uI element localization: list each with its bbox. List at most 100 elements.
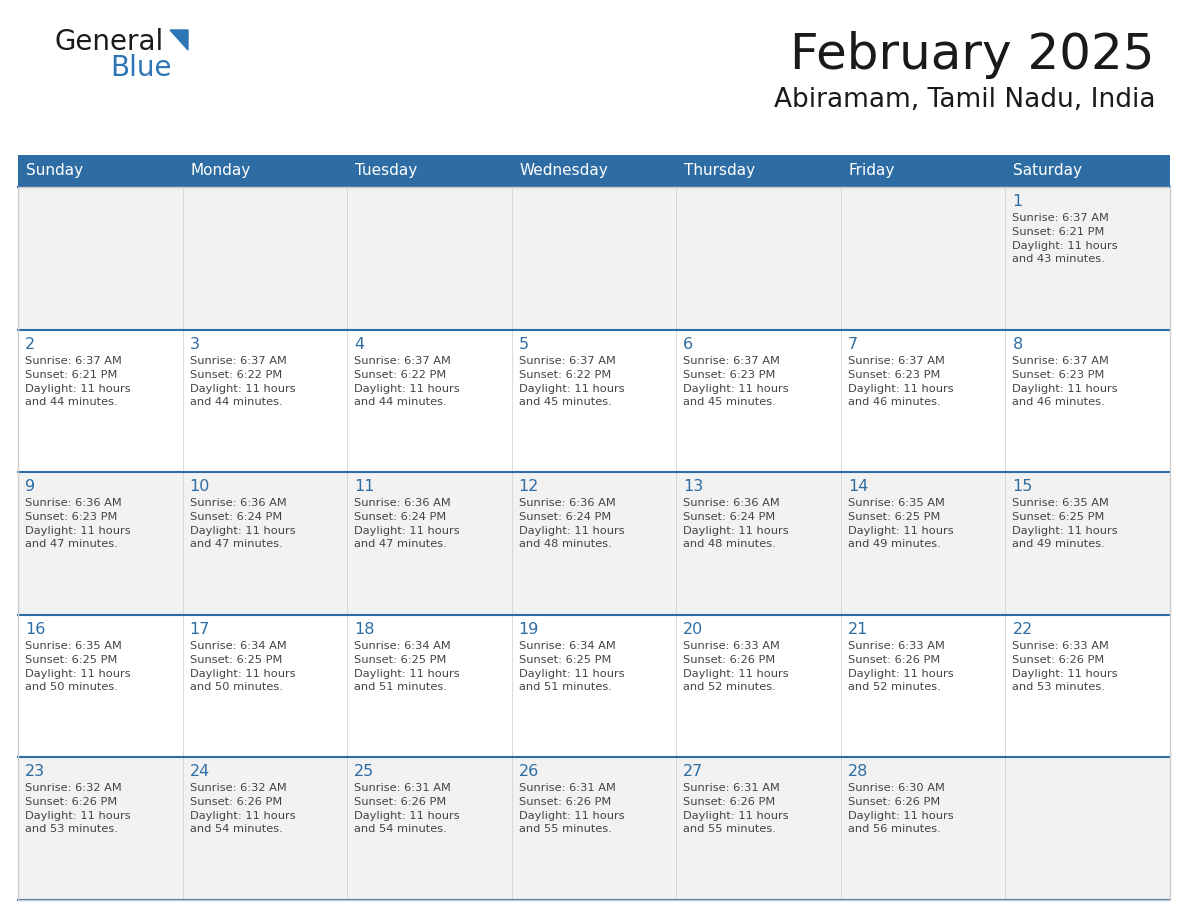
Text: Sunrise: 6:34 AM: Sunrise: 6:34 AM xyxy=(519,641,615,651)
Text: Sunset: 6:22 PM: Sunset: 6:22 PM xyxy=(519,370,611,380)
Text: 26: 26 xyxy=(519,765,539,779)
Text: Daylight: 11 hours: Daylight: 11 hours xyxy=(519,384,625,394)
Text: Sunset: 6:26 PM: Sunset: 6:26 PM xyxy=(190,798,282,808)
Text: and 53 minutes.: and 53 minutes. xyxy=(1012,682,1105,692)
Text: and 50 minutes.: and 50 minutes. xyxy=(190,682,283,692)
Text: Daylight: 11 hours: Daylight: 11 hours xyxy=(683,669,789,678)
Text: 18: 18 xyxy=(354,621,374,637)
Bar xyxy=(512,330,676,472)
Text: Daylight: 11 hours: Daylight: 11 hours xyxy=(683,526,789,536)
Text: 1: 1 xyxy=(1012,194,1023,209)
Text: and 51 minutes.: and 51 minutes. xyxy=(354,682,447,692)
Text: Monday: Monday xyxy=(190,163,251,178)
Bar xyxy=(1005,330,1170,472)
Text: Sunset: 6:25 PM: Sunset: 6:25 PM xyxy=(519,655,611,665)
Bar xyxy=(18,187,1170,900)
Text: and 54 minutes.: and 54 minutes. xyxy=(190,824,283,834)
Text: Blue: Blue xyxy=(110,54,171,82)
Text: February 2025: February 2025 xyxy=(790,31,1155,79)
Bar xyxy=(347,757,512,900)
Text: and 47 minutes.: and 47 minutes. xyxy=(25,539,118,549)
Bar xyxy=(183,757,347,900)
Bar xyxy=(676,757,841,900)
Bar xyxy=(183,155,347,187)
Text: Daylight: 11 hours: Daylight: 11 hours xyxy=(848,812,954,822)
Text: and 56 minutes.: and 56 minutes. xyxy=(848,824,941,834)
Bar xyxy=(1005,757,1170,900)
Text: 24: 24 xyxy=(190,765,210,779)
Bar xyxy=(512,615,676,757)
Text: Sunrise: 6:37 AM: Sunrise: 6:37 AM xyxy=(190,355,286,365)
Text: Daylight: 11 hours: Daylight: 11 hours xyxy=(519,669,625,678)
Text: 2: 2 xyxy=(25,337,36,352)
Text: Sunrise: 6:34 AM: Sunrise: 6:34 AM xyxy=(354,641,451,651)
Bar xyxy=(347,330,512,472)
Text: Sunset: 6:26 PM: Sunset: 6:26 PM xyxy=(1012,655,1105,665)
Text: Sunrise: 6:36 AM: Sunrise: 6:36 AM xyxy=(190,498,286,509)
Bar xyxy=(18,187,183,330)
Text: General: General xyxy=(55,28,164,56)
Text: and 43 minutes.: and 43 minutes. xyxy=(1012,254,1105,264)
Text: and 46 minutes.: and 46 minutes. xyxy=(1012,397,1105,407)
Text: and 49 minutes.: and 49 minutes. xyxy=(848,539,941,549)
Text: 14: 14 xyxy=(848,479,868,494)
Text: Sunset: 6:26 PM: Sunset: 6:26 PM xyxy=(519,798,611,808)
Text: Daylight: 11 hours: Daylight: 11 hours xyxy=(848,384,954,394)
Text: 25: 25 xyxy=(354,765,374,779)
Text: Sunrise: 6:31 AM: Sunrise: 6:31 AM xyxy=(354,783,451,793)
Text: Sunset: 6:25 PM: Sunset: 6:25 PM xyxy=(354,655,447,665)
Text: Daylight: 11 hours: Daylight: 11 hours xyxy=(1012,526,1118,536)
Text: and 48 minutes.: and 48 minutes. xyxy=(519,539,612,549)
Bar xyxy=(841,757,1005,900)
Text: Daylight: 11 hours: Daylight: 11 hours xyxy=(354,384,460,394)
Text: Daylight: 11 hours: Daylight: 11 hours xyxy=(25,812,131,822)
Text: Sunrise: 6:36 AM: Sunrise: 6:36 AM xyxy=(354,498,451,509)
Text: Abiramam, Tamil Nadu, India: Abiramam, Tamil Nadu, India xyxy=(773,87,1155,113)
Text: Sunrise: 6:34 AM: Sunrise: 6:34 AM xyxy=(190,641,286,651)
Text: Daylight: 11 hours: Daylight: 11 hours xyxy=(354,669,460,678)
Bar xyxy=(676,155,841,187)
Text: 13: 13 xyxy=(683,479,703,494)
Text: Sunrise: 6:37 AM: Sunrise: 6:37 AM xyxy=(1012,213,1110,223)
Text: and 46 minutes.: and 46 minutes. xyxy=(848,397,941,407)
Bar xyxy=(18,155,183,187)
Text: Sunrise: 6:37 AM: Sunrise: 6:37 AM xyxy=(519,355,615,365)
Bar xyxy=(347,615,512,757)
Text: 12: 12 xyxy=(519,479,539,494)
Bar xyxy=(512,155,676,187)
Text: Daylight: 11 hours: Daylight: 11 hours xyxy=(190,669,295,678)
Bar xyxy=(676,472,841,615)
Text: Daylight: 11 hours: Daylight: 11 hours xyxy=(1012,669,1118,678)
Bar xyxy=(841,615,1005,757)
Bar xyxy=(1005,615,1170,757)
Text: Daylight: 11 hours: Daylight: 11 hours xyxy=(25,669,131,678)
Text: and 51 minutes.: and 51 minutes. xyxy=(519,682,612,692)
Text: Sunset: 6:23 PM: Sunset: 6:23 PM xyxy=(683,370,776,380)
Bar xyxy=(1005,472,1170,615)
Text: and 44 minutes.: and 44 minutes. xyxy=(25,397,118,407)
Text: 27: 27 xyxy=(683,765,703,779)
Bar xyxy=(512,187,676,330)
Bar xyxy=(841,330,1005,472)
Text: Daylight: 11 hours: Daylight: 11 hours xyxy=(190,526,295,536)
Bar xyxy=(1005,187,1170,330)
Bar xyxy=(18,472,183,615)
Text: Daylight: 11 hours: Daylight: 11 hours xyxy=(1012,384,1118,394)
Text: and 45 minutes.: and 45 minutes. xyxy=(519,397,612,407)
Text: and 49 minutes.: and 49 minutes. xyxy=(1012,539,1105,549)
Text: Sunrise: 6:35 AM: Sunrise: 6:35 AM xyxy=(848,498,944,509)
Text: Sunrise: 6:37 AM: Sunrise: 6:37 AM xyxy=(848,355,944,365)
Text: Sunrise: 6:35 AM: Sunrise: 6:35 AM xyxy=(25,641,122,651)
Bar xyxy=(18,330,183,472)
Text: 10: 10 xyxy=(190,479,210,494)
Text: Sunset: 6:22 PM: Sunset: 6:22 PM xyxy=(190,370,282,380)
Text: 6: 6 xyxy=(683,337,694,352)
Text: Saturday: Saturday xyxy=(1013,163,1082,178)
Text: Sunset: 6:25 PM: Sunset: 6:25 PM xyxy=(1012,512,1105,522)
Text: Daylight: 11 hours: Daylight: 11 hours xyxy=(354,812,460,822)
Bar xyxy=(841,187,1005,330)
Text: and 45 minutes.: and 45 minutes. xyxy=(683,397,776,407)
Text: Sunset: 6:26 PM: Sunset: 6:26 PM xyxy=(848,655,940,665)
Text: and 48 minutes.: and 48 minutes. xyxy=(683,539,776,549)
Text: Daylight: 11 hours: Daylight: 11 hours xyxy=(683,812,789,822)
